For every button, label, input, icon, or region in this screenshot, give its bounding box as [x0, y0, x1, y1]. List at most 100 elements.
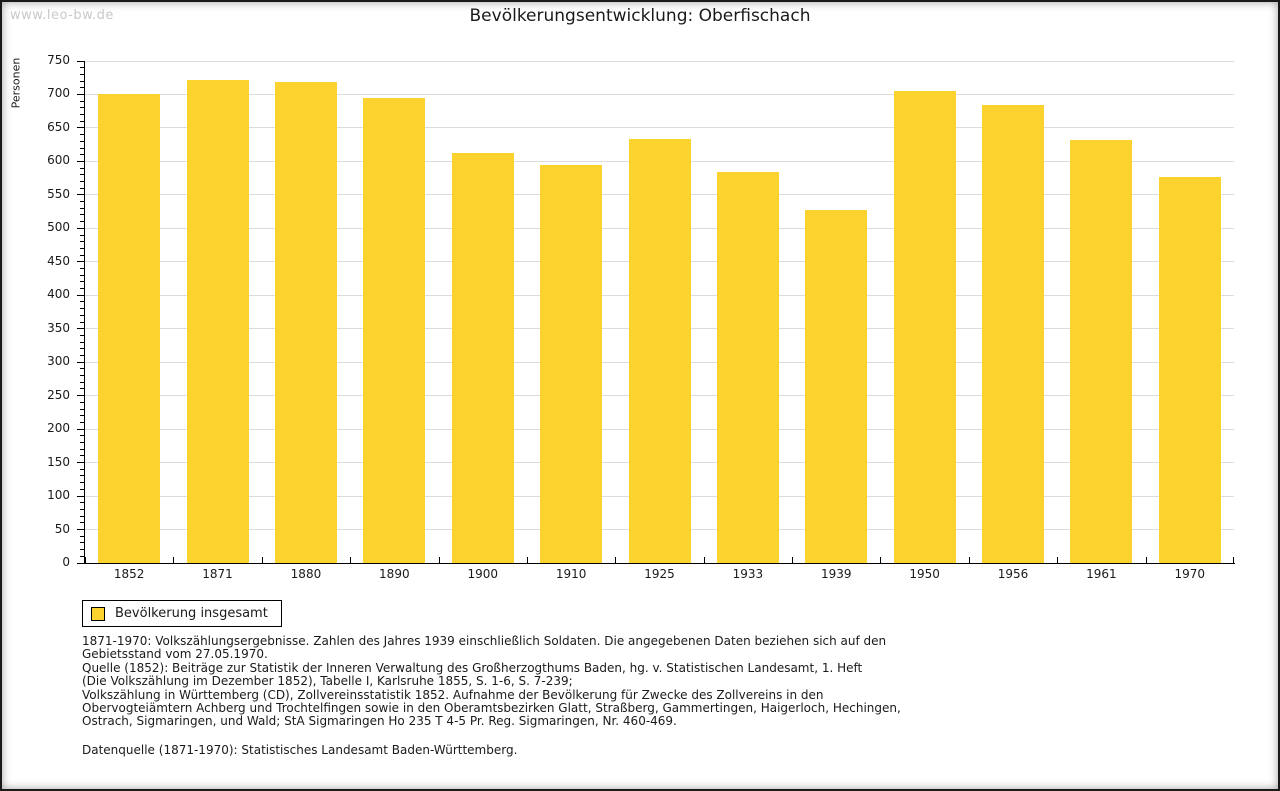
y-minor-tick — [80, 201, 84, 203]
y-major-tick — [77, 428, 84, 430]
bar-1871 — [186, 79, 249, 563]
x-axis: 1852 1871 1880 1890 1900 1910 1925 1933 1939 1950… — [85, 567, 1234, 583]
y-minor-tick — [80, 375, 84, 377]
y-major-tick — [77, 495, 84, 497]
y-minor-tick — [80, 80, 84, 82]
x-tick-label: 1950 — [909, 567, 940, 581]
y-minor-tick — [80, 214, 84, 216]
y-minor-tick — [80, 180, 84, 182]
bar-1890 — [363, 97, 426, 563]
y-tick-label: 200 — [47, 421, 70, 436]
y-minor-tick — [80, 535, 84, 537]
plot-area — [85, 60, 1234, 563]
y-major-tick — [77, 529, 84, 531]
y-tick-label: 500 — [47, 220, 70, 235]
y-minor-tick — [80, 247, 84, 249]
x-boundary-tick — [527, 557, 528, 563]
legend: Bevölkerung insgesamt — [82, 600, 282, 627]
y-minor-tick — [80, 455, 84, 457]
y-minor-tick — [80, 147, 84, 149]
y-minor-tick — [80, 288, 84, 290]
y-tick-label: 400 — [47, 287, 70, 302]
y-minor-tick — [80, 73, 84, 75]
y-major-tick — [77, 395, 84, 397]
x-tick-label: 1900 — [467, 567, 498, 581]
x-boundary-tick — [85, 557, 86, 563]
y-minor-tick — [80, 274, 84, 276]
y-tick-label: 650 — [47, 119, 70, 134]
y-minor-tick — [80, 314, 84, 316]
y-minor-tick — [80, 281, 84, 283]
x-tick-label: 1956 — [997, 567, 1029, 581]
y-minor-tick — [80, 154, 84, 156]
y-tick-label: 600 — [47, 153, 70, 168]
y-axis-line — [84, 61, 85, 564]
y-minor-tick — [80, 100, 84, 102]
y-minor-tick — [80, 421, 84, 423]
y-minor-tick — [80, 174, 84, 176]
y-major-tick — [77, 194, 84, 196]
y-minor-tick — [80, 167, 84, 169]
bar-1939 — [805, 210, 868, 563]
y-minor-tick — [80, 522, 84, 524]
y-tick-label: 750 — [47, 53, 70, 67]
y-minor-tick — [80, 415, 84, 417]
bar-1900 — [451, 153, 514, 563]
y-minor-tick — [80, 482, 84, 484]
y-minor-tick — [80, 468, 84, 470]
x-boundary-tick — [173, 557, 174, 563]
x-boundary-tick — [969, 557, 970, 563]
y-major-tick — [77, 562, 84, 564]
x-tick-label: 1961 — [1086, 567, 1117, 581]
y-minor-tick — [80, 67, 84, 69]
y-minor-tick — [80, 341, 84, 343]
y-tick-label: 550 — [47, 186, 70, 201]
x-boundary-tick — [1233, 557, 1234, 563]
y-minor-tick — [80, 448, 84, 450]
x-boundary-tick — [615, 557, 616, 563]
y-minor-tick — [80, 140, 84, 142]
y-minor-tick — [80, 542, 84, 544]
y-major-tick — [77, 361, 84, 363]
y-major-tick — [77, 462, 84, 464]
watermark: www.leo-bw.de — [10, 8, 114, 23]
y-minor-tick — [80, 348, 84, 350]
footnote-sources: 1871-1970: Volkszählungsergebnisse. Zahl… — [82, 634, 901, 729]
bar-1961 — [1070, 139, 1133, 563]
y-minor-tick — [80, 221, 84, 223]
y-minor-tick — [80, 549, 84, 551]
x-tick-label: 1871 — [202, 567, 233, 581]
y-minor-tick — [80, 254, 84, 256]
y-minor-tick — [80, 475, 84, 477]
y-major-tick — [77, 328, 84, 330]
y-minor-tick — [80, 555, 84, 557]
x-tick-label: 1910 — [555, 567, 587, 581]
y-tick-label: 100 — [47, 488, 70, 503]
y-minor-tick — [80, 355, 84, 356]
y-major-tick — [77, 93, 84, 95]
y-minor-tick — [80, 381, 84, 383]
y-tick-label: 150 — [47, 454, 70, 469]
y-minor-tick — [80, 368, 84, 370]
y-minor-tick — [80, 408, 84, 410]
y-minor-tick — [80, 114, 84, 116]
footnote-datasource: Datenquelle (1871-1970): Statistisches L… — [82, 743, 518, 757]
y-minor-tick — [80, 134, 84, 136]
y-minor-tick — [80, 234, 84, 236]
bar-1950 — [893, 91, 956, 563]
y-minor-tick — [80, 435, 84, 437]
x-tick-label: 1925 — [644, 567, 675, 581]
y-minor-tick — [80, 442, 84, 444]
x-boundary-tick — [439, 557, 440, 563]
y-axis: 0 50 100 150 200 250 300 350 400 450 500 550 600 650 7… — [2, 53, 84, 569]
x-tick-label: 1933 — [732, 567, 764, 581]
x-tick-label: 1939 — [820, 567, 852, 581]
y-minor-tick — [80, 107, 84, 109]
y-tick-label: 450 — [47, 253, 70, 268]
y-tick-label: 700 — [47, 86, 70, 101]
x-tick-label: 1890 — [379, 567, 410, 581]
y-minor-tick — [80, 120, 84, 122]
y-minor-tick — [80, 87, 84, 89]
y-minor-tick — [80, 301, 84, 303]
y-minor-tick — [80, 267, 84, 269]
